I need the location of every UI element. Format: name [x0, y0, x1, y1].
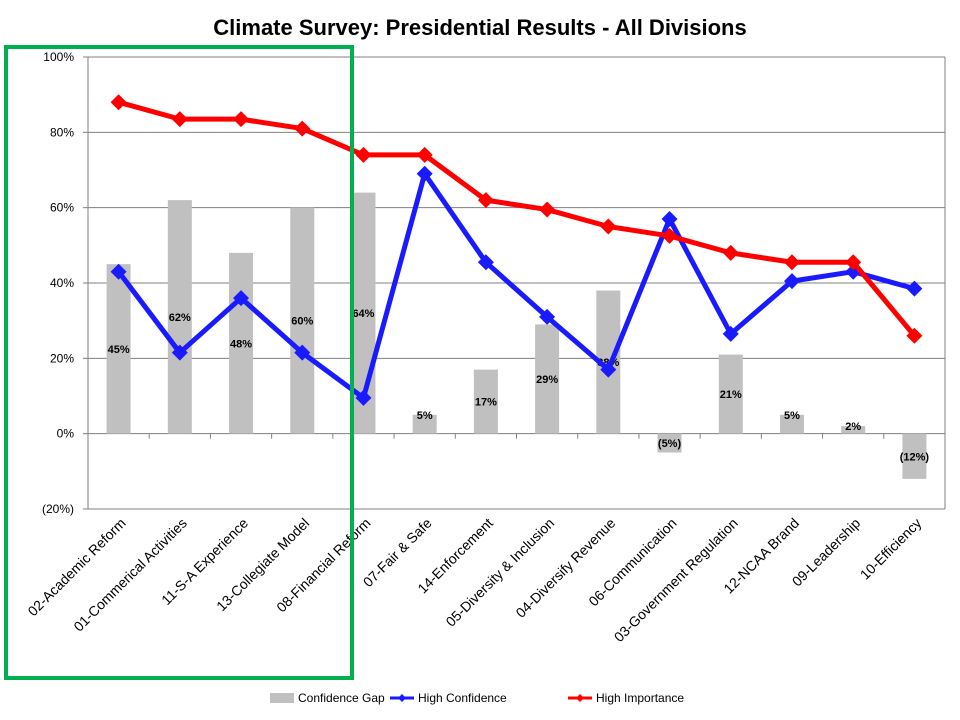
- point-high-confidence: [477, 254, 494, 271]
- bar-confidence-gap: [535, 324, 560, 434]
- point-high-importance: [355, 146, 372, 163]
- bar-data-label: (12%): [900, 451, 930, 463]
- y-tick-label: 40%: [50, 276, 74, 290]
- bar-data-label: 64%: [352, 308, 374, 320]
- bar-data-label: 45%: [108, 344, 130, 356]
- chart-title: Climate Survey: Presidential Results - A…: [213, 15, 746, 40]
- x-tick-label: 02-Academic Reform: [24, 515, 128, 619]
- point-high-confidence: [110, 263, 127, 280]
- point-high-confidence: [783, 273, 800, 290]
- y-tick-label: 80%: [50, 125, 74, 139]
- legend: Confidence Gap High Confidence High Import…: [270, 691, 684, 705]
- bar-confidence-gap: [229, 252, 254, 434]
- y-tick-label: 20%: [50, 351, 74, 365]
- bar-data-label: 17%: [475, 397, 497, 409]
- bar-data-label: 60%: [291, 316, 313, 328]
- bar-confidence-gap: [412, 414, 437, 434]
- bar-data-label: 5%: [784, 410, 800, 422]
- bar-confidence-gap: [167, 200, 192, 434]
- bar-confidence-gap: [779, 414, 804, 434]
- y-tick-label: 100%: [43, 50, 74, 64]
- point-high-importance: [906, 327, 923, 344]
- bar-data-label: 21%: [720, 389, 742, 401]
- legend-swatch-bar: [270, 693, 294, 703]
- bars: [106, 192, 927, 479]
- point-high-confidence: [906, 280, 923, 297]
- point-high-importance: [477, 192, 494, 209]
- bar-confidence-gap: [473, 369, 498, 434]
- point-high-importance: [783, 254, 800, 271]
- point-high-importance: [600, 218, 617, 235]
- point-high-confidence: [171, 344, 188, 361]
- point-high-confidence: [233, 290, 250, 307]
- bar-confidence-gap: [290, 207, 315, 434]
- point-high-importance: [110, 94, 127, 111]
- bar-confidence-gap: [106, 264, 131, 434]
- highlight-box: [4, 45, 354, 680]
- bar-data-label: 48%: [230, 338, 252, 350]
- point-high-confidence: [416, 165, 433, 182]
- x-tick-label: 01-Commerical Activities: [70, 515, 190, 635]
- x-tick-label: 10-Efficiency: [857, 515, 925, 583]
- legend-label: Confidence Gap: [298, 691, 385, 705]
- point-high-confidence: [294, 344, 311, 361]
- bar-confidence-gap: [841, 426, 866, 434]
- line-high-importance: [117, 99, 917, 338]
- point-high-importance: [661, 227, 678, 244]
- bar-data-label: 5%: [417, 410, 433, 422]
- y-tick-label: 60%: [50, 201, 74, 215]
- point-high-importance: [171, 111, 188, 128]
- grid: [88, 56, 945, 510]
- bar-confidence-gap: [902, 433, 927, 479]
- x-tick-label: 03-Government Regulation: [611, 515, 741, 645]
- line-high-confidence: [116, 171, 916, 401]
- x-tick-label: 05-Diversity & Inclusion: [442, 515, 557, 630]
- bar-confidence-gap: [718, 354, 743, 434]
- point-high-importance: [539, 201, 556, 218]
- bar-confidence-gap: [657, 433, 682, 453]
- axes: 100% 80% 60% 40% 20% 0% (20%): [42, 50, 946, 516]
- bar-data-label: 29%: [536, 374, 558, 386]
- legend-swatch-marker: [398, 694, 406, 702]
- legend-swatch-marker: [576, 694, 584, 702]
- point-high-importance: [233, 111, 250, 128]
- bar-data-label: 2%: [845, 421, 861, 433]
- lines: [110, 94, 923, 406]
- y-tick-label: 0%: [57, 427, 75, 441]
- y-tick-label: (20%): [42, 502, 74, 516]
- point-high-importance: [416, 146, 433, 163]
- point-high-confidence: [539, 308, 556, 325]
- point-high-confidence: [355, 389, 372, 406]
- bar-labels: 45%62%48%60%64%5%17%29%38%(5%)21%5%2%(12…: [108, 308, 930, 463]
- point-high-importance: [845, 254, 862, 271]
- bar-data-label: (5%): [658, 438, 682, 450]
- point-high-confidence: [661, 210, 678, 227]
- bar-data-label: 62%: [169, 312, 191, 324]
- point-high-confidence: [722, 325, 739, 342]
- point-high-importance: [294, 120, 311, 137]
- x-tick-label: 04-Diversify Revenue: [512, 515, 618, 621]
- legend-label: High Importance: [596, 691, 684, 705]
- legend-label: High Confidence: [418, 691, 507, 705]
- point-high-importance: [722, 244, 739, 261]
- point-high-confidence: [600, 361, 617, 378]
